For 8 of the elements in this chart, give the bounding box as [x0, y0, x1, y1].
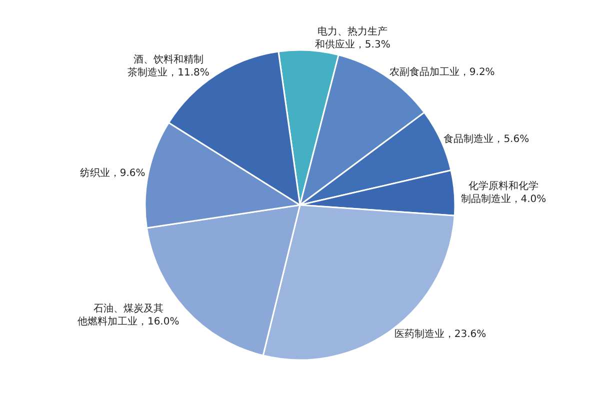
slice-label: 医药制造业，23.6% [394, 328, 486, 340]
slice-label: 食品制造业，5.6% [444, 132, 530, 145]
slice-label: 纺织业，9.6% [80, 167, 146, 180]
slice-label: 酒、饮料和精制茶制造业，11.8% [128, 54, 210, 79]
slice-label: 化学原料和化学制品制造业，4.0% [460, 180, 546, 206]
slice-label: 石油、煤炭及其他燃料加工业，16.0% [77, 302, 180, 328]
slice-label: 农副食品加工业，9.2% [389, 66, 495, 78]
slice-label: 电力、热力生产和供应业，5.3% [314, 25, 390, 50]
